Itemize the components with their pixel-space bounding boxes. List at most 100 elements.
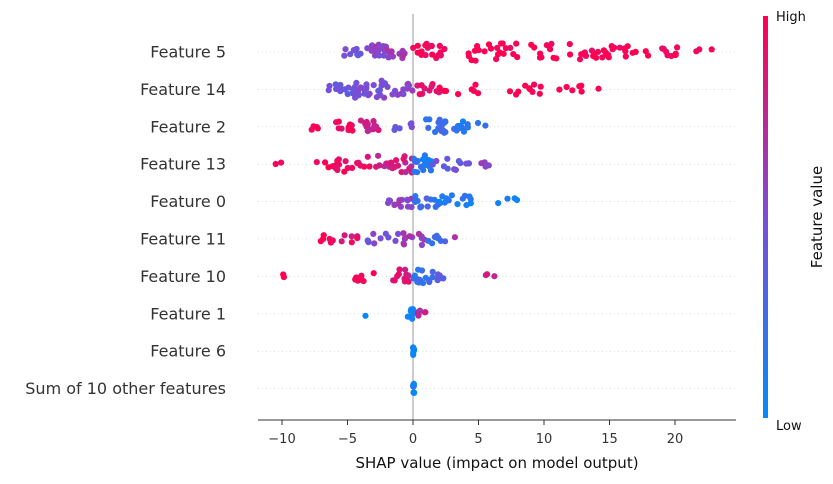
shap-point [491, 273, 498, 280]
shap-point [357, 84, 364, 91]
shap-point [418, 241, 425, 249]
shap-point [352, 94, 359, 101]
shap-point [455, 158, 462, 165]
shap-point [442, 129, 449, 136]
shap-point [422, 52, 429, 59]
shap-point [412, 193, 419, 200]
x-axis-title: SHAP value (impact on model output) [355, 454, 638, 472]
shap-point [345, 124, 352, 131]
shap-point [332, 81, 339, 88]
shap-point [416, 307, 423, 314]
shap-point [442, 118, 449, 125]
shap-point [404, 203, 412, 210]
shap-point [363, 85, 370, 92]
shap-point [353, 45, 360, 53]
shap-point [459, 118, 467, 125]
x-tick-label: 10 [536, 432, 553, 447]
shap-point [582, 52, 590, 60]
shap-point [335, 118, 342, 125]
shap-point [674, 44, 681, 51]
shap-point [322, 159, 329, 166]
shap-point [609, 46, 616, 53]
x-tick-label: 5 [474, 432, 482, 447]
shap-point [371, 240, 378, 247]
feature-label: Feature 14 [140, 80, 226, 99]
shap-point [696, 46, 703, 53]
shap-point [375, 152, 382, 159]
shap-point [408, 163, 415, 170]
feature-labels: Feature 5 Feature 14 Feature 2 Feature 13 Fe… [25, 43, 226, 399]
shap-point [373, 123, 380, 130]
shap-point [400, 230, 407, 237]
shap-point [436, 89, 443, 96]
shap-point [399, 52, 407, 59]
shap-point [513, 196, 521, 204]
colorbar-title: Feature value [808, 166, 826, 268]
shap-point [396, 197, 403, 204]
shap-point [441, 199, 448, 206]
shap-point [537, 83, 544, 90]
shap-point [391, 126, 398, 133]
shap-point [392, 237, 399, 244]
shap-point [347, 51, 354, 58]
shap-point [344, 90, 351, 98]
shap-point [364, 237, 371, 244]
shap-point [424, 203, 431, 210]
shap-point [482, 122, 489, 129]
shap-point [464, 121, 471, 128]
shap-point [361, 90, 368, 97]
shap-point [348, 233, 355, 240]
feature-label: Feature 10 [140, 267, 226, 286]
colorbar-high-label: High [776, 10, 806, 25]
shap-point [566, 41, 573, 48]
shap-point [437, 52, 444, 59]
shap-point [377, 235, 384, 242]
shap-point [493, 56, 500, 63]
shap-point [349, 164, 356, 171]
shap-point [441, 87, 448, 94]
shap-point [448, 192, 455, 199]
shap-point [418, 267, 426, 274]
x-tick-label: −10 [268, 432, 295, 447]
shap-point [494, 44, 501, 52]
shap-point [380, 52, 387, 59]
shap-point [478, 160, 485, 167]
shap-point [335, 125, 342, 132]
shap-point [377, 45, 384, 52]
shap-point [422, 42, 429, 49]
shap-point [414, 42, 421, 49]
shap-point [400, 91, 407, 98]
shap-point [425, 237, 432, 244]
shap-point [436, 42, 443, 50]
shap-point [457, 124, 464, 131]
shap-point [434, 277, 441, 284]
shap-point [419, 156, 427, 163]
shap-point [406, 233, 413, 240]
shap-point [308, 126, 315, 133]
shap-point [420, 162, 427, 169]
shap-point [420, 167, 427, 174]
shap-point [384, 83, 391, 90]
shap-point [395, 230, 402, 237]
shap-point [426, 278, 433, 286]
shap-point [441, 45, 448, 53]
shap-point [342, 158, 349, 165]
shap-point [485, 41, 493, 48]
shap-point [394, 91, 401, 98]
shap-point [410, 381, 417, 388]
shap-point [366, 163, 373, 170]
shap-point [422, 274, 429, 281]
shap-point [400, 155, 407, 163]
shap-point [494, 51, 502, 58]
shap-point [515, 88, 522, 95]
shap-point [528, 41, 535, 48]
shap-point [495, 200, 502, 207]
shap-point [435, 235, 442, 242]
shap-point [393, 157, 400, 164]
shap-point [334, 157, 341, 164]
shap-point [396, 266, 403, 273]
shap-point [663, 48, 670, 55]
shap-point [470, 87, 477, 94]
shap-point [362, 312, 369, 319]
shap-point [414, 169, 421, 176]
